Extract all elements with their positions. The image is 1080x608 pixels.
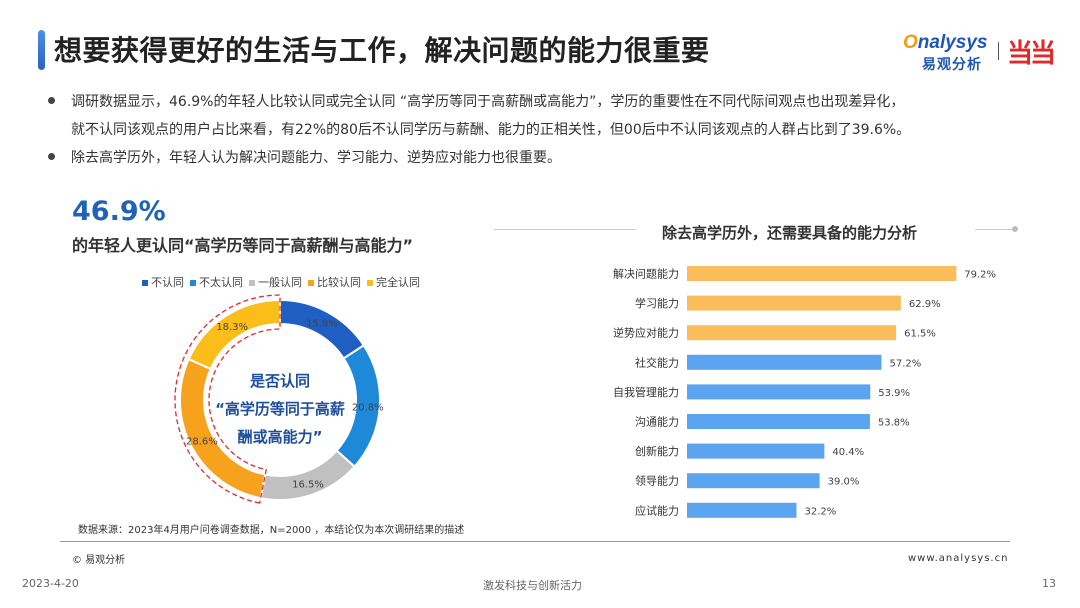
bar-2 — [687, 295, 901, 311]
footer-date: 2023-4-20 — [22, 577, 79, 590]
bar-value-label: 40.4% — [832, 447, 864, 458]
legend-swatch — [190, 280, 196, 286]
bar-category-label: 学习能力 — [635, 296, 679, 310]
analysys-logo-text: nalysys — [917, 32, 988, 53]
bar-category-label: 逆势应对能力 — [613, 326, 679, 340]
dangdang-logo: 当当 — [1007, 39, 1056, 69]
donut-data-label: 15.8% — [306, 319, 338, 330]
copyright: © 易观分析 — [72, 555, 126, 566]
bar-4 — [687, 354, 882, 370]
data-source-note: 数据来源：2023年4月用户问卷调查数据，N=2000 ，本结论仅为本次调研结果… — [78, 525, 465, 536]
donut-data-label: 20.8% — [352, 403, 384, 414]
legend-item: 比较认同 — [302, 276, 361, 289]
donut-slice-5 — [187, 298, 281, 371]
donut-data-label: 28.6% — [186, 436, 218, 447]
bar-value-label: 53.8% — [878, 418, 910, 429]
donut-center-line-1: 是否认同 — [249, 372, 310, 390]
bar-7 — [687, 443, 825, 459]
bar-5 — [687, 384, 871, 400]
bar-1 — [687, 266, 957, 281]
bar-category-label: 自我管理能力 — [613, 385, 679, 399]
legend-item: 一般认同 — [243, 276, 302, 289]
logo-divider — [998, 42, 999, 60]
bar-8 — [687, 473, 820, 489]
footer-rule — [60, 541, 1010, 542]
divider-line — [494, 229, 636, 230]
pie-legend: 不认同 不太认同 一般认同 比较认同 完全认同 — [136, 274, 420, 290]
divider-dot-icon — [1012, 226, 1018, 232]
bar-category-label: 社交能力 — [635, 355, 679, 369]
donut-slice-3 — [259, 449, 357, 501]
bar-value-label: 39.0% — [828, 477, 860, 488]
analysys-logo: Onalysys — [903, 32, 988, 53]
legend-label: 比较认同 — [317, 276, 361, 289]
bullet-1-cont: 就不认同该观点的用户占比来看，有22%的80后不认同学历与薪酬、能力的正相关性，… — [71, 122, 911, 138]
bullet-2-text: 除去高学历外，年轻人认为解决问题能力、学习能力、逆势应对能力也很重要。 — [71, 150, 561, 166]
bullet-2: 除去高学历外，年轻人认为解决问题能力、学习能力、逆势应对能力也很重要。 — [48, 146, 561, 171]
left-subtitle: 的年轻人更认同“高学历等同于高薪酬与高能力” — [72, 236, 414, 255]
legend-item: 不太认同 — [184, 276, 243, 289]
donut-data-label: 16.5% — [292, 479, 324, 490]
donut-center-line-2: “高学历等同于高薪 — [215, 400, 345, 418]
title-accent-bar — [38, 30, 45, 70]
legend-swatch — [367, 280, 373, 286]
bullet-1: 调研数据显示，46.9%的年轻人比较认同或完全认同 “高学历等同于高薪酬或高能力… — [48, 90, 904, 115]
bar-chart-title: 除去高学历外，还需要具备的能力分析 — [662, 224, 918, 242]
bullet-dot-icon — [48, 96, 55, 104]
bar-value-label: 79.2% — [964, 270, 996, 281]
bar-9 — [687, 502, 797, 518]
bar-category-label: 沟通能力 — [635, 415, 679, 429]
bar-3 — [687, 325, 897, 341]
bar-category-label: 应试能力 — [635, 503, 679, 517]
footer-slogan: 激发科技与创新活力 — [483, 579, 582, 592]
legend-item: 不认同 — [136, 276, 184, 289]
legend-label: 完全认同 — [376, 276, 420, 289]
agree-highlight-outline — [174, 294, 281, 504]
legend-label: 不认同 — [151, 276, 184, 289]
donut-data-label: 18.3% — [216, 322, 248, 333]
divider-line-right — [975, 229, 1013, 230]
headline-percentage: 46.9% — [72, 196, 166, 227]
page-title: 想要获得更好的生活与工作，解决问题的能力很重要 — [54, 34, 710, 67]
legend-swatch — [249, 280, 255, 286]
bar-6 — [687, 414, 870, 429]
analysys-logo-cn: 易观分析 — [922, 57, 982, 73]
bar-value-label: 61.5% — [904, 329, 936, 340]
bar-value-label: 32.2% — [804, 506, 836, 517]
bar-value-label: 57.2% — [889, 358, 921, 369]
legend-label: 不太认同 — [199, 276, 243, 289]
bar-category-label: 领导能力 — [635, 474, 679, 488]
bar-chart: 解决问题能力 79.2% 学习能力 62.9% 逆势应对能力 61.5% 社交能力 57.2%… — [613, 266, 996, 518]
website-url: www.analysys.cn — [908, 553, 1009, 564]
donut-center-line-3: 酬或高能力” — [237, 428, 323, 446]
bar-value-label: 53.9% — [878, 388, 910, 399]
legend-item: 完全认同 — [361, 276, 420, 289]
bar-category-label: 解决问题能力 — [613, 267, 679, 281]
bar-value-label: 62.9% — [909, 299, 941, 310]
page-number: 13 — [1042, 577, 1056, 590]
bullet-1-text: 调研数据显示，46.9%的年轻人比较认同或完全认同 “高学历等同于高薪酬或高能力… — [71, 94, 905, 110]
legend-swatch — [142, 280, 148, 286]
bullet-dot-icon — [48, 152, 55, 160]
bar-category-label: 创新能力 — [635, 444, 679, 458]
legend-label: 一般认同 — [258, 276, 302, 289]
donut-chart: 15.8% 20.8% 16.5% 28.6% 18.3% — [174, 294, 384, 504]
legend-swatch — [308, 280, 314, 286]
